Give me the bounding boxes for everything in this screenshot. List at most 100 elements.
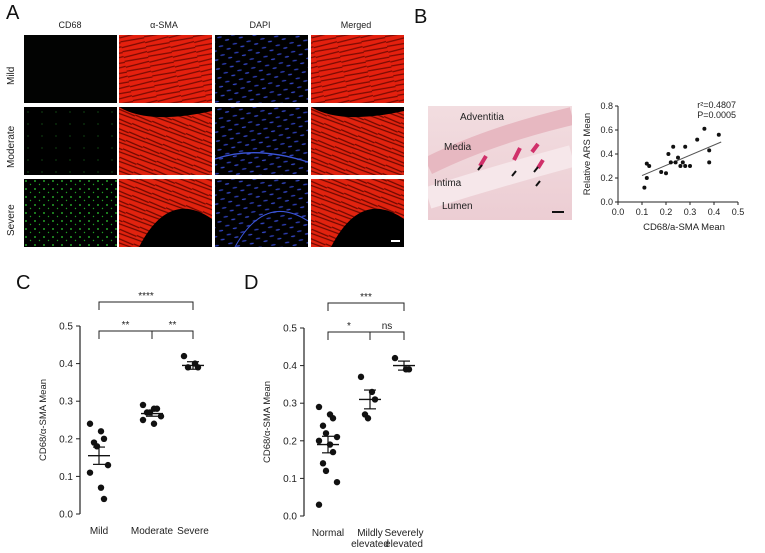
data-point (97, 428, 105, 435)
significance-label: ** (122, 320, 130, 331)
significance-bracket (327, 331, 371, 340)
data-point (139, 401, 147, 409)
y-tick-label: 0.2 (59, 434, 73, 445)
data-point (391, 354, 399, 362)
data-point (319, 422, 327, 429)
chart-b-scatter: 0.0 0.1 0.2 0.3 0.4 0.5 0.0 0.2 0.4 0.6 0.8 r²=0.48… (582, 100, 745, 233)
y-tick-label: 0.4 (59, 359, 73, 370)
x-tick-label: 0.1 (636, 207, 649, 217)
data-point (315, 501, 323, 508)
category-label: Severe (177, 526, 209, 537)
data-point (676, 155, 680, 160)
y-tick-label: 0.2 (600, 173, 613, 183)
data-point (104, 461, 112, 469)
significance-label: * (347, 321, 351, 332)
panel-letter-a: A (6, 2, 20, 24)
significance-bracket (98, 330, 153, 339)
micrograph-severe-dapi (215, 179, 308, 247)
data-point (86, 469, 94, 476)
annotation-r2: r²=0.4807 (697, 100, 736, 110)
row-label-mild: Mild (6, 66, 17, 85)
data-point (100, 495, 108, 503)
column-header-dapi: DAPI (249, 20, 271, 30)
data-point (716, 132, 721, 137)
data-point (644, 176, 649, 180)
y-tick-label: 0.6 (600, 125, 613, 135)
y-tick-label: 0.8 (600, 101, 613, 111)
x-tick-label: 0.2 (660, 207, 673, 217)
y-tick-label: 0.0 (600, 197, 613, 207)
chart-d-dotplot: 0.0 0.1 0.2 0.3 0.4 0.5 CD68/α-SMA Mean Normal M… (262, 292, 424, 550)
data-point (157, 413, 165, 420)
micrograph-severe-merged (311, 179, 404, 247)
data-point (702, 126, 707, 131)
data-point (688, 164, 692, 168)
data-point (683, 144, 688, 149)
significance-bracket (327, 302, 405, 311)
data-point (405, 366, 413, 373)
y-tick-label: 0.1 (283, 474, 297, 485)
significance-bracket (98, 301, 194, 310)
data-point (333, 433, 341, 441)
row-label-severe: Severe (6, 204, 17, 236)
micrograph-moderate-cd68 (24, 107, 117, 175)
data-point (707, 160, 712, 165)
category-label: Mildly (357, 528, 383, 539)
data-point (86, 420, 94, 427)
category-label: Severely (385, 528, 424, 539)
micrograph-severe-asma (119, 179, 212, 247)
trend-line (641, 141, 722, 177)
data-point (664, 171, 668, 176)
micrograph-mild-dapi (215, 35, 308, 103)
data-point (180, 352, 188, 360)
data-point (97, 484, 105, 491)
chart-c-dotplot: 0.0 0.1 0.2 0.3 0.4 0.5 CD68/α-SMA Mean Mild Mod… (38, 291, 209, 537)
y-tick-label: 0.0 (59, 510, 73, 521)
category-label: Mild (90, 526, 108, 537)
y-tick-label: 0.2 (283, 436, 297, 447)
data-point (333, 478, 341, 486)
x-tick-label: 0.4 (708, 207, 721, 217)
data-point (647, 164, 652, 168)
category-label: elevated (351, 539, 389, 550)
data-point (680, 160, 685, 165)
micrograph-moderate-dapi (215, 107, 308, 175)
micrograph-mild-asma (119, 35, 212, 103)
data-point (329, 448, 337, 456)
histology-label-adventitia: Adventitia (460, 112, 504, 123)
micrograph-mild-cd68 (24, 35, 117, 103)
data-point (668, 160, 673, 165)
annotation-p: P=0.0005 (697, 110, 736, 120)
significance-label: ** (169, 320, 177, 331)
y-tick-label: 0.3 (283, 399, 297, 410)
x-tick-label: 0.5 (732, 207, 745, 217)
histology-label-lumen: Lumen (442, 201, 473, 212)
data-point (642, 185, 647, 190)
data-point (683, 164, 688, 168)
x-tick-label: 0.0 (612, 207, 625, 217)
data-point (695, 137, 700, 142)
micrograph-severe-cd68 (24, 179, 117, 247)
panel-letter-c: C (16, 272, 31, 294)
data-point (671, 144, 676, 149)
data-point (364, 415, 372, 422)
micrograph-moderate-merged (311, 107, 404, 175)
histology-image: Adventitia Media Intima Lumen (428, 106, 572, 220)
data-point (315, 403, 323, 411)
data-point (150, 420, 158, 427)
y-tick-label: 0.5 (59, 322, 73, 333)
significance-bracket (369, 331, 405, 340)
data-point (319, 460, 327, 467)
x-axis-label: CD68/a-SMA Mean (643, 222, 725, 233)
data-point (357, 373, 365, 381)
data-point (322, 430, 330, 437)
micrograph-moderate-asma (119, 107, 212, 175)
data-point (666, 152, 671, 156)
category-label: Moderate (131, 526, 174, 537)
y-axis-label: Relative ARS Mean (582, 113, 593, 195)
y-tick-label: 0.3 (59, 397, 73, 408)
significance-label: *** (360, 292, 372, 303)
data-point (329, 415, 337, 422)
data-point (322, 467, 330, 475)
y-axis-label: CD68/α-SMA Mean (262, 381, 273, 463)
